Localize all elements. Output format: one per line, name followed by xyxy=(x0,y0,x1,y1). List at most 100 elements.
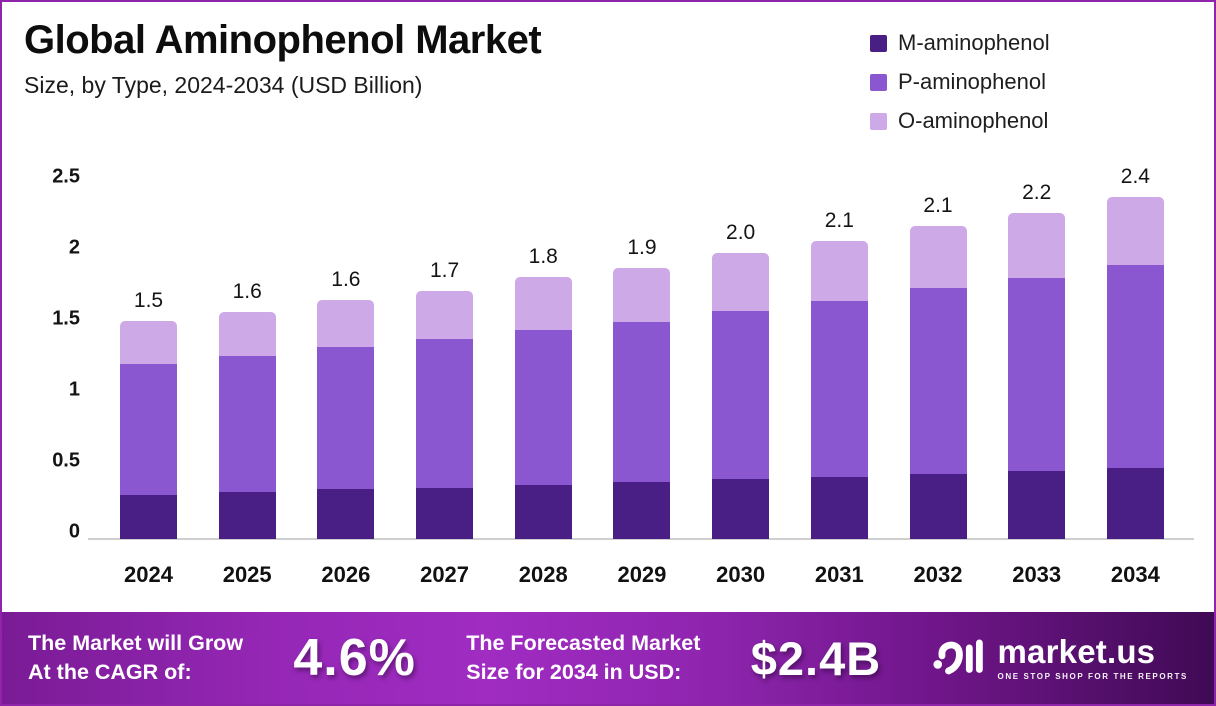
x-axis-label-2026: 2026 xyxy=(321,562,371,587)
bar-stack xyxy=(1008,213,1066,539)
bar-stack xyxy=(810,241,868,539)
bar-group-2026: 1.6 xyxy=(317,268,375,539)
bar-segment-p-aminophenol xyxy=(909,288,967,474)
bar-segment-p-aminophenol xyxy=(1008,278,1066,471)
bar-segment-p-aminophenol xyxy=(712,311,770,479)
legend-label: O-aminophenol xyxy=(898,108,1049,133)
bar-segment-m-aminophenol xyxy=(218,492,276,539)
market-us-logo-icon xyxy=(932,639,983,675)
bar-group-2032: 2.1 xyxy=(909,194,967,539)
x-axis-label-2024: 2024 xyxy=(124,562,173,587)
bar-chart: 1.5 1.6 1.6 1.7 1.8 1.9 2.0 2.1 2.1 2.2 2.4 xyxy=(120,2,1164,539)
logo-name: market.us xyxy=(997,633,1156,670)
bar-segment-o-aminophenol xyxy=(514,277,572,330)
bar-stack xyxy=(909,226,967,539)
bar-total-label: 1.6 xyxy=(331,268,361,291)
bar-segment-o-aminophenol xyxy=(909,226,967,288)
legend-swatch-p-aminophenol xyxy=(870,73,887,91)
bar-group-2027: 1.7 xyxy=(416,259,474,539)
bar-segment-m-aminophenol xyxy=(909,474,967,539)
bar-total-label: 2.0 xyxy=(726,221,756,244)
bar-total-label: 2.2 xyxy=(1022,181,1052,204)
legend-label: P-aminophenol xyxy=(898,69,1046,94)
y-axis-tick-label: 2 xyxy=(68,236,80,259)
bar-total-label: 2.4 xyxy=(1120,165,1150,188)
bar-total-label: 1.6 xyxy=(232,280,262,303)
x-axis-label-2032: 2032 xyxy=(913,562,963,587)
bar-segment-o-aminophenol xyxy=(810,241,868,301)
bar-segment-o-aminophenol xyxy=(613,268,671,322)
x-axis-label-2034: 2034 xyxy=(1110,562,1160,587)
bar-stack xyxy=(120,321,177,539)
cagr-label-line2: At the CAGR of: xyxy=(28,660,192,684)
bar-total-label: 1.8 xyxy=(528,245,558,268)
bar-segment-p-aminophenol xyxy=(514,330,572,485)
y-axis-tick-label: 1.5 xyxy=(52,307,80,330)
bar-stack xyxy=(613,268,671,539)
bar-group-2034: 2.4 xyxy=(1106,165,1164,539)
bar-segment-o-aminophenol xyxy=(120,321,177,364)
bar-segment-o-aminophenol xyxy=(1106,197,1164,265)
bar-group-2025: 1.6 xyxy=(218,280,276,539)
y-axis-tick-label: 1 xyxy=(68,378,80,401)
bar-segment-m-aminophenol xyxy=(120,495,177,539)
bar-total-label: 2.1 xyxy=(824,209,854,232)
bar-group-2033: 2.2 xyxy=(1008,181,1066,539)
page-subtitle: Size, by Type, 2024-2034 (USD Billion) xyxy=(24,72,423,98)
legend: M-aminophenol P-aminophenol O-aminopheno… xyxy=(870,30,1050,134)
bar-group-2030: 2.0 xyxy=(712,221,770,539)
bar-stack xyxy=(514,277,572,539)
bar-segment-o-aminophenol xyxy=(1008,213,1066,278)
bar-segment-o-aminophenol xyxy=(712,253,770,311)
bar-segment-p-aminophenol xyxy=(810,301,868,477)
cagr-label: The Market will Grow At the CAGR of: xyxy=(28,629,243,687)
legend-item-o-aminophenol: O-aminophenol xyxy=(870,108,1050,134)
bar-group-2028: 1.8 xyxy=(514,245,572,539)
legend-swatch-m-aminophenol xyxy=(870,34,887,52)
header: Global Aminophenol Market Size, by Type,… xyxy=(24,18,542,99)
bar-segment-m-aminophenol xyxy=(317,489,375,539)
bar-stack xyxy=(218,312,276,539)
bar-group-2024: 1.5 xyxy=(120,289,177,539)
forecast-label: The Forecasted Market Size for 2034 in U… xyxy=(466,629,700,687)
bar-segment-m-aminophenol xyxy=(416,488,474,539)
y-axis: 0 0.5 1 1.5 2 2.5 xyxy=(2,2,80,562)
x-axis-label-2027: 2027 xyxy=(420,562,470,587)
bar-stack xyxy=(317,300,375,539)
cagr-label-line1: The Market will Grow xyxy=(28,630,244,655)
y-axis-tick-label: 0 xyxy=(68,520,80,543)
bar-segment-o-aminophenol xyxy=(218,312,276,356)
bar-segment-p-aminophenol xyxy=(1106,265,1164,468)
bar-stack xyxy=(1106,197,1164,539)
x-axis-label-2025: 2025 xyxy=(222,562,272,587)
x-axis-label-2031: 2031 xyxy=(814,562,864,587)
bar-total-label: 1.9 xyxy=(627,236,657,259)
bar-segment-o-aminophenol xyxy=(416,291,474,339)
bar-group-2031: 2.1 xyxy=(810,209,868,539)
bar-total-label: 1.5 xyxy=(133,289,164,312)
bar-segment-m-aminophenol xyxy=(514,485,572,539)
bar-total-label: 2.1 xyxy=(923,194,953,217)
bar-segment-m-aminophenol xyxy=(1008,471,1066,539)
bar-segment-m-aminophenol xyxy=(613,482,671,539)
bar-segment-m-aminophenol xyxy=(810,477,868,539)
x-axis-label-2029: 2029 xyxy=(617,562,667,587)
bar-segment-m-aminophenol xyxy=(1106,468,1164,539)
logo-tagline: ONE STOP SHOP FOR THE REPORTS xyxy=(997,672,1188,681)
y-axis-tick-label: 2.5 xyxy=(52,165,80,188)
market-us-logo: market.us ONE STOP SHOP FOR THE REPORTS xyxy=(932,632,1188,684)
bar-segment-p-aminophenol xyxy=(416,339,474,488)
bar-segment-p-aminophenol xyxy=(613,322,671,482)
forecast-label-line1: The Forecasted Market xyxy=(466,630,701,655)
forecast-label-line2: Size for 2034 in USD: xyxy=(466,660,682,684)
cagr-value: 4.6% xyxy=(293,629,416,687)
x-axis-label-2033: 2033 xyxy=(1012,562,1062,587)
legend-swatch-o-aminophenol xyxy=(870,112,887,130)
bar-stack xyxy=(416,291,474,539)
y-axis-tick-label: 0.5 xyxy=(52,449,80,472)
x-axis-label-2028: 2028 xyxy=(518,562,568,587)
bar-segment-p-aminophenol xyxy=(218,356,276,492)
forecast-value: $2.4B xyxy=(750,631,882,685)
bar-stack xyxy=(712,253,770,539)
